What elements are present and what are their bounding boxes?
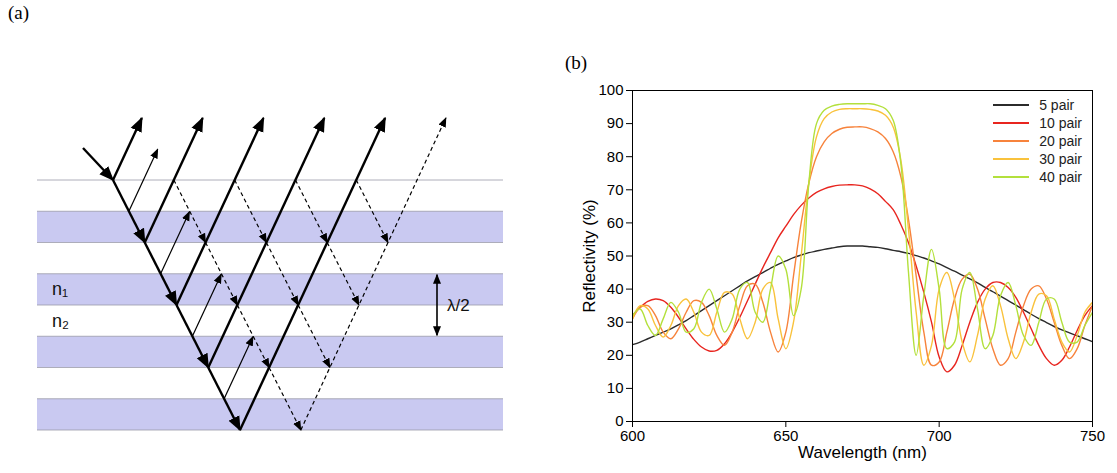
svg-text:70: 70 (607, 181, 624, 198)
svg-text:90: 90 (607, 114, 624, 131)
svg-text:n₁: n₁ (52, 279, 68, 299)
svg-text:20: 20 (607, 346, 624, 363)
svg-text:50: 50 (607, 247, 624, 264)
html-text:30 pair: 30 pair (1039, 151, 1082, 167)
svg-text:10: 10 (607, 379, 624, 396)
svg-text:40: 40 (607, 280, 624, 297)
svg-text:0: 0 (615, 412, 623, 429)
svg-text:650: 650 (773, 427, 798, 444)
html-text:(b): (b) (565, 52, 588, 73)
svg-text:600: 600 (620, 427, 645, 444)
svg-text:Reflectivity (%): Reflectivity (%) (580, 199, 599, 312)
svg-text:80: 80 (607, 148, 624, 165)
svg-text:60: 60 (607, 214, 624, 231)
svg-text:100: 100 (598, 81, 623, 98)
svg-text:n₂: n₂ (52, 311, 69, 331)
svg-text:700: 700 (927, 427, 952, 444)
html-text:40 pair: 40 pair (1039, 169, 1082, 185)
svg-text:750: 750 (1080, 427, 1105, 444)
svg-text:30: 30 (607, 313, 624, 330)
html-text:5 pair: 5 pair (1039, 97, 1075, 113)
html-text:(a): (a) (8, 2, 30, 23)
svg-text:λ/2: λ/2 (447, 296, 470, 315)
svg-text:Wavelength (nm): Wavelength (nm) (798, 443, 927, 462)
html-text:20 pair: 20 pair (1039, 133, 1082, 149)
html-text:10 pair: 10 pair (1039, 115, 1082, 131)
